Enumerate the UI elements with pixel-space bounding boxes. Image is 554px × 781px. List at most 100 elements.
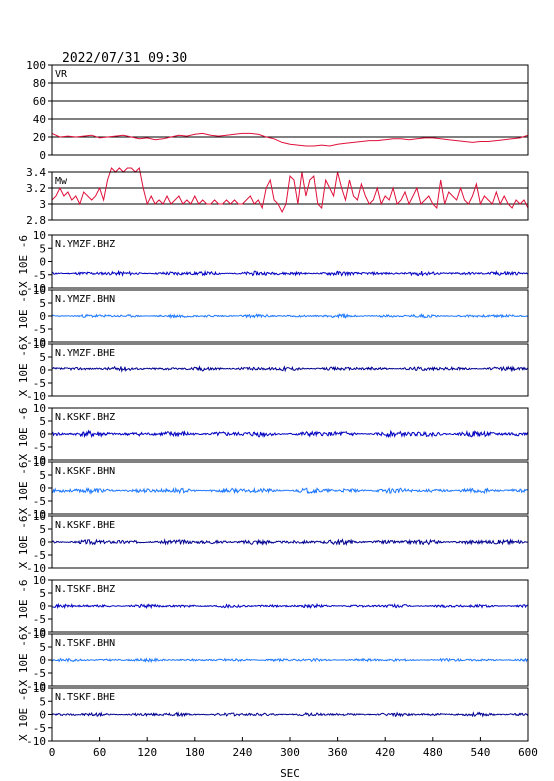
y-axis-unit-label: X 10E -6	[17, 462, 30, 515]
y-tick-label: 60	[33, 95, 46, 108]
y-tick-label: 5	[39, 641, 46, 654]
panel-frame	[51, 461, 529, 515]
panel-label: N.TSKF.BHN	[55, 638, 115, 649]
y-tick-label: 0	[39, 428, 46, 441]
x-tick-label: 60	[93, 746, 106, 759]
panel-label: N.KSKF.BHN	[55, 466, 115, 477]
y-tick-label: 5	[39, 415, 46, 428]
x-tick-label: 480	[423, 746, 443, 759]
y-axis-unit-label: X 10E -6	[17, 344, 30, 397]
y-tick-label: 0	[39, 364, 46, 377]
y-tick-label: -5	[33, 323, 46, 336]
y-tick-label: -10	[26, 282, 46, 295]
x-tick-label: 240	[232, 746, 252, 759]
y-tick-label: 5	[39, 351, 46, 364]
y-tick-label: 0	[39, 536, 46, 549]
y-tick-label: 10	[33, 510, 46, 523]
panel-mw: 2.8 3 3.2 3.4 Mw	[26, 166, 529, 227]
y-tick-label: -10	[26, 735, 46, 748]
y-tick-label: 0	[39, 310, 46, 323]
x-axis-label: SEC	[280, 767, 300, 780]
y-tick-label: 10	[33, 402, 46, 415]
panel-frame	[51, 343, 529, 397]
y-tick-label: 3.2	[26, 182, 46, 195]
y-axis-unit-label: X 10E -6	[17, 290, 30, 343]
y-tick-label: 5	[39, 523, 46, 536]
y-tick-label: -10	[26, 454, 46, 467]
y-tick-label: 0	[39, 709, 46, 722]
y-axis-unit-label: X 10E -6	[17, 235, 30, 288]
waveform-line	[52, 602, 529, 610]
x-tick-label: 0	[49, 746, 56, 759]
waveform-line	[51, 486, 529, 495]
x-axis: 0 60 120 180 240 300 360 420 480 540 600	[49, 737, 538, 759]
y-axis-unit-label: X 10E -6	[17, 634, 30, 687]
y-axis-unit-label: X 10E -6	[17, 580, 30, 633]
y-tick-label: -5	[33, 377, 46, 390]
panel-label: N.TSKF.BHE	[55, 692, 115, 703]
y-tick-label: 10	[33, 628, 46, 641]
panel-label: N.KSKF.BHE	[55, 520, 115, 531]
y-tick-label: -5	[33, 667, 46, 680]
y-tick-label: -5	[33, 269, 46, 282]
y-axis-unit-label: X 10E -6	[17, 408, 30, 461]
waveform-line	[51, 657, 529, 664]
y-tick-label: 5	[39, 469, 46, 482]
y-tick-label: 0	[39, 482, 46, 495]
y-tick-label: 10	[33, 284, 46, 297]
panel-label: VR	[55, 69, 68, 80]
x-tick-label: 180	[185, 746, 205, 759]
y-tick-label: 10	[33, 574, 46, 587]
panel-label: N.YMZF.BHN	[55, 294, 115, 305]
y-tick-label: -10	[26, 626, 46, 639]
waveform-line	[51, 365, 529, 373]
y-tick-label: 10	[33, 338, 46, 351]
y-tick-label: -5	[33, 722, 46, 735]
y-tick-label: -5	[33, 495, 46, 508]
y-tick-label: 10	[33, 682, 46, 695]
y-tick-label: 5	[39, 297, 46, 310]
panel-label: N.KSKF.BHZ	[55, 412, 115, 423]
y-tick-label: -10	[26, 336, 46, 349]
y-tick-label: 5	[39, 242, 46, 255]
x-tick-label: 120	[137, 746, 157, 759]
panel-vr: 0 20 40 60 80 100 VR	[26, 59, 529, 162]
y-tick-label: 0	[39, 600, 46, 613]
y-tick-label: -10	[26, 508, 46, 521]
y-tick-label: 20	[33, 131, 46, 144]
panel-label: N.YMZF.BHE	[55, 348, 115, 359]
series-line	[51, 132, 529, 147]
panel-frame	[51, 64, 529, 156]
x-tick-label: 420	[375, 746, 395, 759]
y-tick-label: -10	[26, 680, 46, 693]
y-tick-label: -10	[26, 562, 46, 575]
y-axis-unit-label: X 10E -6	[17, 688, 30, 741]
y-tick-label: 40	[33, 113, 46, 126]
waveform-line	[51, 429, 529, 439]
x-tick-label: 300	[280, 746, 300, 759]
panel-label: Mw	[55, 176, 68, 187]
y-tick-label: 3.4	[26, 166, 46, 179]
y-tick-label: -10	[26, 390, 46, 403]
y-tick-label: 100	[26, 59, 46, 72]
y-tick-label: 10	[33, 229, 46, 242]
y-tick-label: 10	[33, 456, 46, 469]
y-tick-label: -5	[33, 441, 46, 454]
waveform-line	[51, 538, 529, 547]
waveform-line	[51, 711, 529, 718]
x-tick-label: 600	[518, 746, 538, 759]
y-tick-label: 80	[33, 77, 46, 90]
chart-timestamp: 2022/07/31 09:30	[62, 51, 187, 66]
y-tick-label: 5	[39, 587, 46, 600]
y-axis-unit-label: X 10E -6	[17, 516, 30, 569]
y-tick-label: -5	[33, 549, 46, 562]
y-tick-label: 2.8	[26, 214, 46, 227]
